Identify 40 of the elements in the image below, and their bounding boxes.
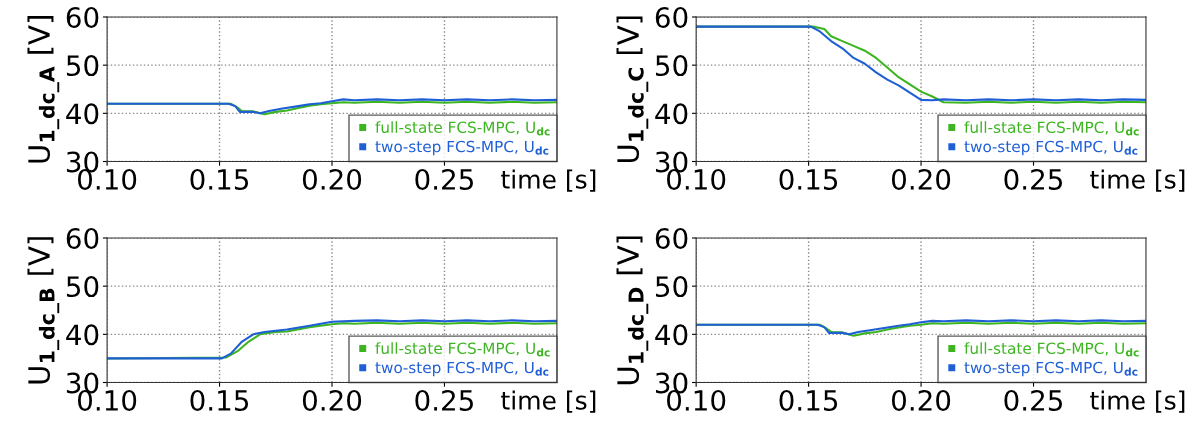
x-tick-label: 0.15 [779,389,838,411]
legend-label: two-step FCS-MPC, U$_{dc}$ [964,361,1138,377]
y-tick-label: 40 [655,324,688,346]
y-tick-label: 50 [656,276,688,298]
legend-label: full-state FCS-MPC, U$_{dc}$ [375,121,550,136]
x-tick-label: 0.20 [302,168,362,190]
y-tick-label: 60 [655,6,688,28]
x-tick-label: 0.15 [190,389,249,411]
y-tick-label: 40 [66,103,99,125]
y-tick-label: 50 [66,276,99,298]
x-tick-label: 0.20 [302,389,362,411]
x-tick-label: 0.20 [891,389,951,411]
y-tick-label: 60 [66,6,99,28]
y-axis-title: U$_{1_dc_D}$ [V] [616,236,649,385]
y-tick-label: 50 [66,55,99,77]
y-tick-label: 60 [66,227,99,249]
y-tick-label: 60 [655,227,688,249]
legend-label: full-state FCS-MPC, U$_{dc}$ [375,342,550,357]
legend-label: full-state FCS-MPC, U$_{dc}$ [964,121,1139,136]
y-axis-title: U$_{1_dc_B}$ [V] [27,237,60,384]
legend-label: full-state FCS-MPC, U$_{dc}$ [964,342,1139,357]
x-axis-title: time [s] [1090,390,1185,413]
x-tick-label: 0.25 [415,389,473,411]
x-tick-label: 0.15 [190,168,249,190]
x-axis-title: time [s] [501,169,596,192]
legend-label: two-step FCS-MPC, U$_{dc}$ [964,140,1138,156]
x-tick-label: 0.20 [891,168,951,190]
x-tick-label: 0.15 [779,168,838,190]
x-axis-title: time [s] [1090,169,1185,192]
legend-label: two-step FCS-MPC, U$_{dc}$ [375,140,549,156]
y-axis-title: U$_{1_dc_A}$ [V] [27,16,60,163]
x-tick-label: 0.25 [1004,168,1063,190]
x-axis-title: time [s] [501,390,596,413]
x-tick-label: 0.25 [1004,389,1063,411]
y-axis-title: U$_{1_dc_C}$ [V] [616,16,649,163]
y-tick-label: 40 [66,324,99,346]
y-tick-label: 40 [655,103,688,125]
x-tick-label: 0.25 [415,168,473,190]
y-tick-label: 50 [656,55,688,77]
legend-label: two-step FCS-MPC, U$_{dc}$ [375,361,549,377]
